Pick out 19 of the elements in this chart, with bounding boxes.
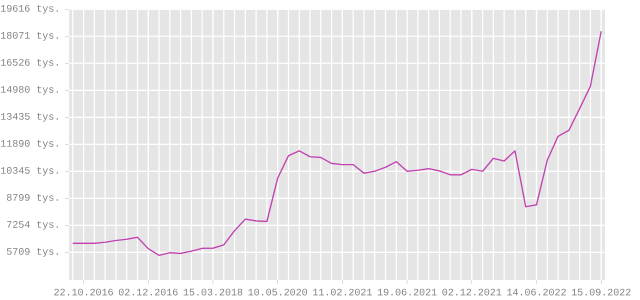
- y-tick-label: 11890 tys.: [1, 140, 58, 149]
- x-tick-label: 22.10.2016: [54, 288, 113, 296]
- x-tick-label: 19.06.2021: [378, 288, 437, 296]
- y-tick-label: 13435 tys.: [1, 112, 58, 122]
- y-tick-label: 19616 tys.: [1, 4, 58, 14]
- y-tick-label: 5709 tys.: [6, 248, 58, 257]
- y-tick-label: 10345 tys.: [1, 166, 58, 176]
- y-tick-label: 18071 tys.: [1, 32, 58, 41]
- y-tick-label: 8799 tys.: [6, 194, 58, 203]
- y-tick-label: 14980 tys.: [1, 86, 58, 95]
- x-tick-label: 11.02.2021: [313, 288, 372, 296]
- y-tick-label: 7254 tys.: [7, 221, 58, 230]
- x-tick-label: 15.03.2018: [184, 288, 242, 296]
- x-tick-label: 10.05.2020: [248, 288, 308, 296]
- y-tick-label: 16526 tys.: [1, 58, 58, 68]
- x-tick-label: 14.06.2022: [507, 288, 566, 296]
- x-tick-label: 02.12.2021: [442, 288, 502, 296]
- x-tick-label: 15.09.2022: [572, 288, 630, 296]
- x-tick-label: 02.12.2016: [118, 288, 178, 296]
